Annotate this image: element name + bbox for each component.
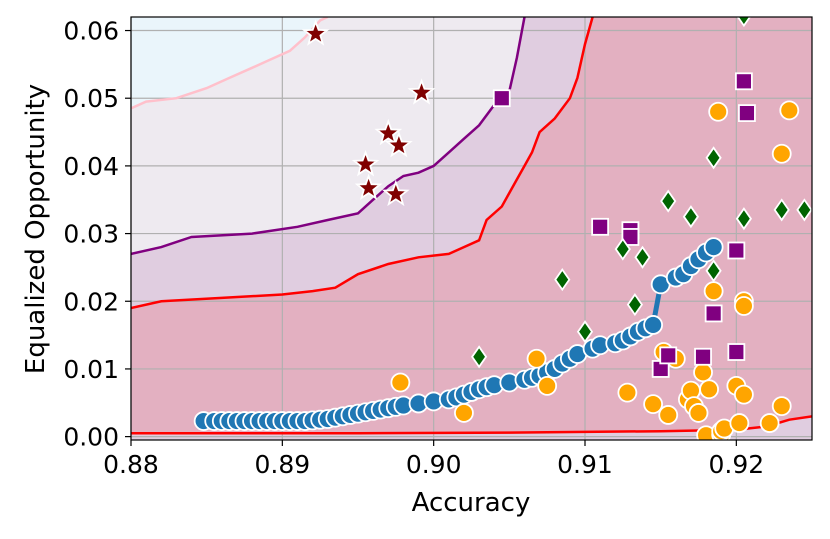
- y-tick-label: 0.04: [63, 152, 119, 181]
- x-tick-label: 0.90: [406, 450, 462, 479]
- data-point: [626, 293, 643, 317]
- data-point: [727, 241, 746, 260]
- data-point: [381, 179, 410, 207]
- y-tick-label: 0.05: [63, 84, 119, 113]
- data-point: [735, 72, 753, 91]
- data-point: [617, 382, 638, 403]
- y-tick-label: 0.00: [63, 423, 119, 452]
- y-axis-label: Equalized Opportunity: [21, 84, 51, 374]
- data-point: [727, 343, 746, 361]
- data-point: [682, 205, 699, 229]
- data-point: [354, 173, 383, 201]
- tick-layer: 0.88 0.89 0.90 0.91 0.92 0.00 0.01 0.02 0.03 0.04…: [63, 17, 764, 479]
- data-point: [537, 375, 558, 396]
- data-point: [694, 347, 712, 366]
- data-point: [576, 320, 594, 344]
- data-point: [384, 131, 413, 158]
- y-tick-label: 0.01: [63, 355, 119, 384]
- y-tick-label: 0.02: [63, 287, 119, 316]
- x-tick-label: 0.88: [103, 450, 159, 479]
- data-point: [374, 118, 403, 146]
- data-point: [771, 396, 792, 417]
- x-tick-label: 0.92: [708, 450, 764, 479]
- y-tick-label: 0.03: [63, 220, 119, 249]
- data-point: [659, 346, 678, 365]
- data-point: [693, 362, 713, 383]
- data-point: [738, 104, 756, 123]
- data-point: [703, 281, 724, 302]
- data-point: [734, 384, 754, 405]
- data-point: [643, 315, 663, 335]
- data-point: [454, 403, 474, 423]
- data-point: [705, 259, 722, 283]
- data-point: [735, 207, 752, 231]
- x-tick-label: 0.91: [557, 450, 613, 479]
- data-point: [351, 149, 380, 177]
- data-point: [773, 198, 790, 222]
- data-point: [471, 345, 488, 369]
- data-point: [301, 19, 330, 46]
- data-point: [554, 268, 571, 292]
- data-point: [759, 413, 780, 433]
- data-point: [634, 245, 651, 269]
- data-point: [703, 237, 724, 258]
- mark-layer: [193, 17, 812, 440]
- data-point: [734, 296, 754, 316]
- data-point: [708, 101, 729, 122]
- y-tick-label: 0.06: [63, 17, 119, 46]
- data-point: [688, 403, 709, 423]
- data-point: [771, 143, 792, 164]
- data-point: [660, 189, 677, 213]
- data-point: [736, 17, 752, 28]
- data-point: [658, 405, 679, 425]
- red-upper-boundary: [131, 17, 594, 310]
- data-point: [614, 237, 631, 261]
- data-point: [796, 198, 812, 222]
- data-point: [526, 348, 547, 369]
- data-point: [407, 78, 436, 105]
- data-point: [705, 146, 722, 170]
- x-tick-label: 0.89: [254, 450, 310, 479]
- x-axis-label: Accuracy: [412, 488, 531, 518]
- data-point: [492, 89, 511, 108]
- data-point: [591, 217, 610, 236]
- data-point: [704, 304, 723, 323]
- data-point: [643, 394, 663, 415]
- data-point: [621, 228, 640, 246]
- data-point: [729, 413, 750, 433]
- data-point: [390, 372, 411, 393]
- plot-frame: [130, 16, 813, 441]
- data-point: [699, 379, 719, 400]
- red-lower-boundary: [131, 415, 812, 435]
- data-point: [779, 100, 800, 121]
